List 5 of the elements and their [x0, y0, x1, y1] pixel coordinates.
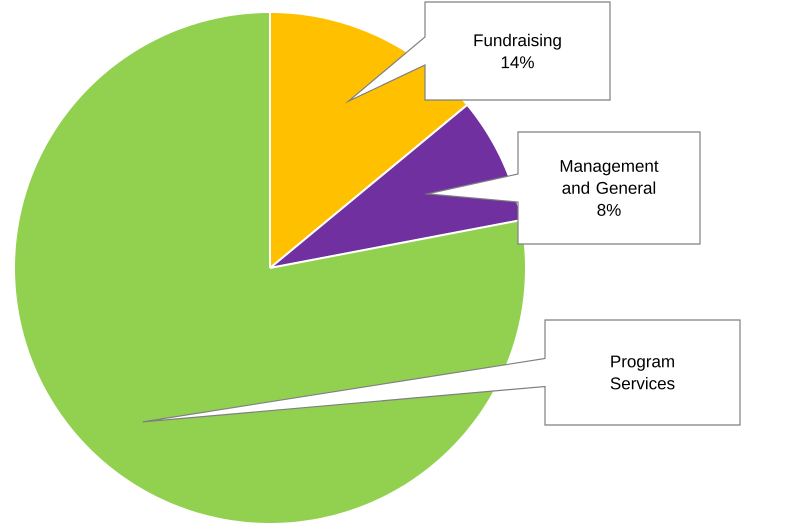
data-label: 14%: [502, 56, 534, 68]
slice-label: Fundraising: [474, 34, 561, 50]
slice-label: Management and General: [560, 160, 658, 194]
slice-label: Program Services: [610, 356, 674, 390]
data-label: 8%: [597, 204, 621, 216]
